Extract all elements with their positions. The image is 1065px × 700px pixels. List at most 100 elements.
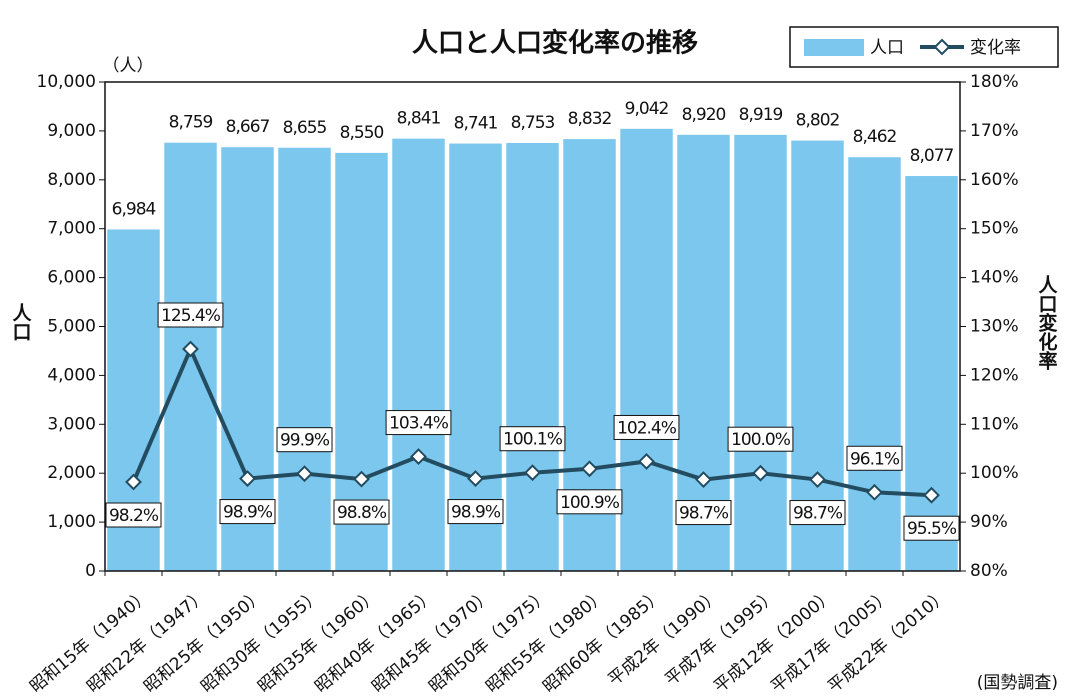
bar	[677, 134, 730, 571]
chart-title: 人口と人口変化率の推移	[412, 28, 698, 59]
y-unit: （人）	[103, 56, 154, 76]
y-tick-label: 3,000	[47, 414, 96, 434]
y2-tick-label: 100%	[970, 463, 1019, 483]
y2-tick-label: 120%	[970, 365, 1019, 385]
line-value-label: 125.4%	[161, 306, 221, 326]
bar	[506, 142, 559, 571]
line-marker	[239, 470, 256, 487]
source-note: (国勢調査)	[977, 673, 1058, 693]
line-value-box	[789, 500, 846, 526]
line-value-label: 102.4%	[617, 418, 677, 438]
line-marker	[296, 465, 313, 483]
legend-label: 変化率	[970, 38, 1021, 58]
y-tick-label: 9,000	[47, 121, 96, 141]
y2-tick-label: 150%	[970, 219, 1019, 239]
line-value-label: 98.9%	[223, 503, 273, 523]
line-value-box	[385, 410, 452, 436]
y-tick-label: 5,000	[47, 317, 96, 337]
y2-tick-label: 170%	[970, 121, 1019, 141]
line-value-label: 100.0%	[731, 430, 791, 450]
line-marker	[866, 483, 883, 501]
y2-tick-label: 110%	[970, 414, 1019, 434]
line-value-label: 100.9%	[560, 493, 620, 513]
bar	[734, 134, 787, 571]
line-marker	[467, 470, 484, 487]
line-value-box	[556, 489, 623, 515]
line-value-label: 100.1%	[503, 430, 563, 450]
line-marker	[809, 471, 826, 488]
line-value-box	[727, 426, 794, 452]
line-value-box	[276, 427, 333, 453]
legend-swatch	[804, 39, 864, 56]
line-value-box	[499, 426, 566, 452]
y-tick-label: 2,000	[47, 463, 96, 483]
line-marker	[923, 486, 940, 504]
bar	[905, 176, 958, 571]
line-value-label: 103.4%	[389, 414, 449, 434]
y-tick-label: 8,000	[47, 170, 96, 190]
bar-value-label: 8,832	[568, 109, 612, 129]
y2-tick-label: 160%	[970, 170, 1019, 190]
line-marker	[410, 448, 427, 465]
bar-value-label: 6,984	[112, 199, 156, 219]
bar	[278, 147, 331, 571]
y2-tick-label: 130%	[970, 317, 1019, 337]
line-value-box	[903, 515, 960, 541]
legend-label: 人口	[870, 38, 904, 58]
line-marker	[581, 460, 598, 478]
line-marker	[638, 453, 655, 470]
y-tick-label: 1,000	[47, 512, 96, 532]
y2-axis-label: 人口変化率	[1036, 275, 1058, 371]
bar	[791, 140, 844, 571]
y2-tick-label: 140%	[970, 268, 1019, 288]
line-marker	[695, 471, 712, 488]
bar-value-label: 8,077	[910, 146, 954, 166]
line-value-box	[447, 499, 504, 525]
line-marker	[524, 464, 541, 482]
bar-value-label: 8,759	[169, 113, 213, 133]
line-value-box	[613, 414, 680, 440]
bar-value-label: 8,802	[796, 111, 840, 131]
y2-tick-label: 80%	[970, 561, 1008, 581]
bar	[392, 138, 445, 571]
line-marker	[353, 470, 370, 488]
line-value-box	[105, 502, 162, 528]
line-value-label: 99.9%	[280, 431, 330, 451]
line-value-label: 98.7%	[793, 504, 843, 524]
line-value-box	[675, 500, 732, 526]
y2-tick-label: 90%	[970, 512, 1008, 532]
line-value-label: 95.5%	[907, 519, 957, 539]
y-tick-label: 10,000	[37, 72, 96, 92]
line-value-label: 98.2%	[109, 506, 159, 526]
bar-value-label: 8,841	[397, 109, 441, 129]
line-value-label: 98.9%	[451, 503, 501, 523]
line-value-box	[219, 499, 276, 525]
bar-value-label: 8,655	[283, 118, 327, 138]
bar-value-label: 8,550	[340, 123, 384, 143]
line-value-box	[846, 445, 903, 471]
bar-value-label: 9,042	[625, 99, 669, 119]
bar-value-label: 8,919	[739, 105, 783, 125]
y2-tick-label: 180%	[970, 72, 1019, 92]
line-value-label: 98.8%	[337, 503, 387, 523]
line-value-label: 98.7%	[679, 504, 729, 524]
bar-value-label: 8,920	[682, 105, 726, 125]
y-tick-label: 4,000	[47, 365, 96, 385]
y-tick-label: 7,000	[47, 219, 96, 239]
bar	[620, 128, 673, 572]
bar-value-label: 8,741	[454, 114, 498, 134]
line-value-box	[333, 499, 390, 525]
y-axis-label: 人口	[10, 303, 32, 341]
line-value-box	[157, 302, 224, 328]
y-tick-label: 0	[85, 561, 96, 581]
bar-value-label: 8,753	[511, 113, 555, 133]
line-marker	[182, 340, 199, 358]
bar-value-label: 8,462	[853, 127, 897, 147]
bar	[848, 157, 901, 572]
y-tick-label: 6,000	[47, 268, 96, 288]
line-value-label: 96.1%	[850, 449, 900, 469]
line-marker	[125, 473, 142, 491]
line-marker	[752, 464, 769, 482]
legend-marker	[933, 38, 951, 56]
